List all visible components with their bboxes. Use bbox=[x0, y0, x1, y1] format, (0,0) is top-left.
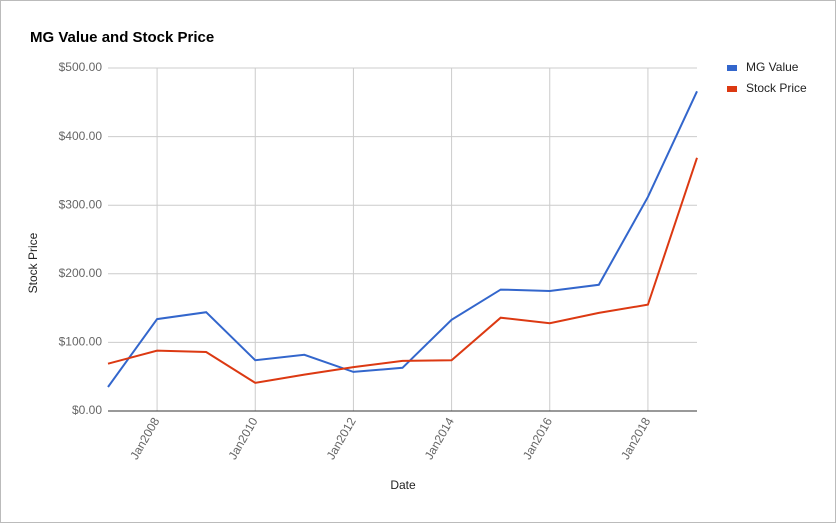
y-tick-label: $500.00 bbox=[59, 60, 103, 74]
y-tick-label: $400.00 bbox=[59, 129, 103, 143]
y-tick-label: $100.00 bbox=[59, 335, 103, 349]
legend-swatch bbox=[727, 65, 737, 71]
y-tick-label: $0.00 bbox=[72, 403, 102, 417]
y-axis-title: Stock Price bbox=[26, 232, 40, 293]
y-tick-label: $300.00 bbox=[59, 197, 103, 211]
line-series bbox=[107, 90, 698, 388]
x-axis-title: Date bbox=[390, 478, 416, 492]
legend-swatch bbox=[727, 86, 737, 92]
line-series bbox=[107, 157, 698, 384]
y-tick-label: $200.00 bbox=[59, 266, 103, 280]
legend-label: MG Value bbox=[746, 60, 799, 74]
chart-title: MG Value and Stock Price bbox=[30, 29, 214, 46]
legend-label: Stock Price bbox=[746, 81, 807, 95]
